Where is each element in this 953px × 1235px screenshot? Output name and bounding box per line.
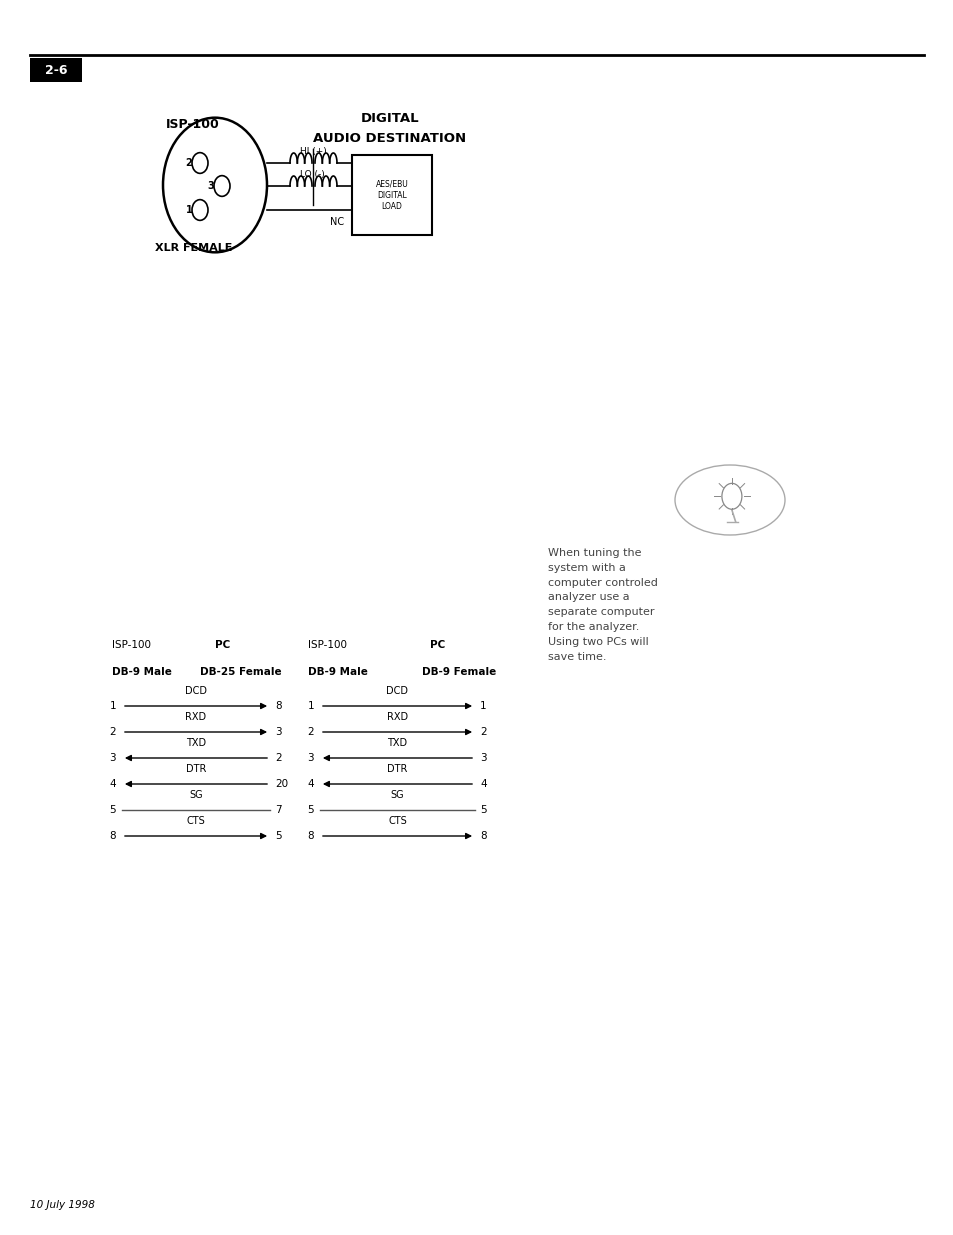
Text: SG: SG bbox=[391, 790, 404, 800]
Text: 3: 3 bbox=[479, 753, 486, 763]
Text: DIGITAL: DIGITAL bbox=[360, 111, 419, 125]
Text: 3: 3 bbox=[110, 753, 116, 763]
Bar bbox=[352, 156, 432, 235]
Text: 4: 4 bbox=[110, 779, 116, 789]
Text: TXD: TXD bbox=[387, 739, 407, 748]
Text: 3: 3 bbox=[208, 182, 214, 191]
Text: 2: 2 bbox=[186, 158, 193, 168]
Text: 10 July 1998: 10 July 1998 bbox=[30, 1200, 94, 1210]
Text: RXD: RXD bbox=[185, 713, 207, 722]
Text: DTR: DTR bbox=[186, 764, 206, 774]
Text: NC: NC bbox=[330, 217, 344, 227]
Text: 20: 20 bbox=[274, 779, 288, 789]
Text: XLR FEMALE: XLR FEMALE bbox=[154, 243, 233, 253]
Text: CTS: CTS bbox=[187, 816, 205, 826]
Text: DB-9 Male: DB-9 Male bbox=[112, 667, 172, 677]
Text: PC: PC bbox=[214, 640, 230, 650]
Text: 1: 1 bbox=[479, 701, 486, 711]
Text: RXD: RXD bbox=[387, 713, 408, 722]
Text: AES/EBU
DIGITAL
LOAD: AES/EBU DIGITAL LOAD bbox=[375, 179, 408, 211]
Text: TXD: TXD bbox=[186, 739, 206, 748]
Text: 2: 2 bbox=[307, 727, 314, 737]
Text: 2-6: 2-6 bbox=[45, 63, 67, 77]
Text: 3: 3 bbox=[307, 753, 314, 763]
Text: 4: 4 bbox=[479, 779, 486, 789]
Text: SG: SG bbox=[189, 790, 203, 800]
Text: 4: 4 bbox=[307, 779, 314, 789]
Text: 5: 5 bbox=[274, 831, 281, 841]
Text: DTR: DTR bbox=[387, 764, 407, 774]
Text: PC: PC bbox=[430, 640, 445, 650]
Text: ISP-100: ISP-100 bbox=[112, 640, 151, 650]
Text: 8: 8 bbox=[274, 701, 281, 711]
Text: 1: 1 bbox=[186, 205, 193, 215]
Text: ISP-100: ISP-100 bbox=[308, 640, 347, 650]
Text: 5: 5 bbox=[110, 805, 116, 815]
Text: 7: 7 bbox=[274, 805, 281, 815]
Text: DB-9 Female: DB-9 Female bbox=[421, 667, 496, 677]
Text: 2: 2 bbox=[274, 753, 281, 763]
Text: 1: 1 bbox=[307, 701, 314, 711]
Text: HI (+): HI (+) bbox=[299, 147, 327, 156]
Text: 8: 8 bbox=[110, 831, 116, 841]
Text: 8: 8 bbox=[307, 831, 314, 841]
Text: LO (-): LO (-) bbox=[299, 170, 324, 179]
Text: 8: 8 bbox=[479, 831, 486, 841]
Bar bbox=[30, 58, 82, 82]
Text: DCD: DCD bbox=[386, 685, 408, 697]
Text: AUDIO DESTINATION: AUDIO DESTINATION bbox=[314, 131, 466, 144]
Text: 5: 5 bbox=[307, 805, 314, 815]
Text: 5: 5 bbox=[479, 805, 486, 815]
Text: 2: 2 bbox=[479, 727, 486, 737]
Text: ISP-100: ISP-100 bbox=[166, 117, 219, 131]
Text: CTS: CTS bbox=[388, 816, 406, 826]
Text: When tuning the
system with a
computer controled
analyzer use a
separate compute: When tuning the system with a computer c… bbox=[547, 548, 658, 662]
Text: DB-9 Male: DB-9 Male bbox=[308, 667, 368, 677]
Text: DB-25 Female: DB-25 Female bbox=[200, 667, 281, 677]
Text: 2: 2 bbox=[110, 727, 116, 737]
Text: 3: 3 bbox=[274, 727, 281, 737]
Text: DCD: DCD bbox=[185, 685, 207, 697]
Text: 1: 1 bbox=[110, 701, 116, 711]
